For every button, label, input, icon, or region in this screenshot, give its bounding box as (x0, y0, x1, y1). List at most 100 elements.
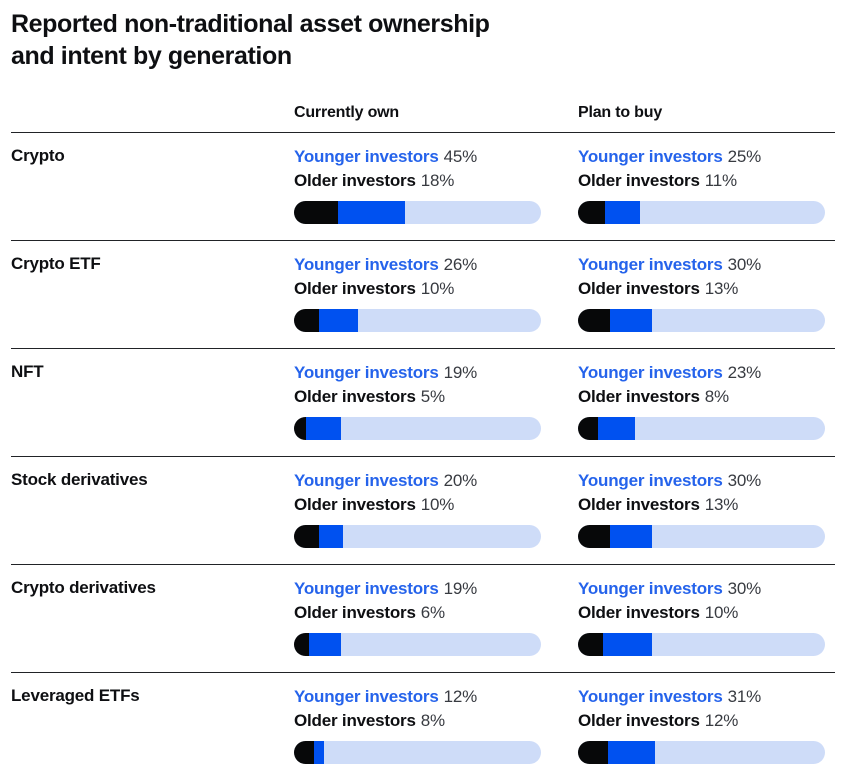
younger-investors-line: Younger investors 19% (294, 361, 541, 385)
ownership-bar (294, 633, 541, 656)
older-investors-value: 12% (704, 711, 739, 730)
younger-investors-line: Younger investors 23% (578, 361, 825, 385)
bar-older-segment (578, 741, 608, 764)
bar-younger-segment (602, 633, 653, 656)
younger-investors-line: Younger investors 19% (294, 577, 541, 601)
intent-bar (578, 201, 825, 224)
cell-plan-to-buy: Younger investors 30% Older investors 13% (578, 457, 825, 548)
table-row: Stock derivatives Younger investors 20% O… (11, 456, 835, 564)
intent-bar (578, 633, 825, 656)
cell-plan-to-buy: Younger investors 30% Older investors 13% (578, 241, 825, 332)
cell-plan-to-buy: Younger investors 25% Older investors 11% (578, 133, 825, 224)
younger-investors-label: Younger investors (578, 687, 723, 706)
table-row: Leveraged ETFs Younger investors 12% Olde… (11, 672, 835, 768)
bar-older-segment (578, 633, 603, 656)
bar-younger-segment (597, 417, 635, 440)
younger-investors-line: Younger investors 31% (578, 685, 825, 709)
older-investors-line: Older investors 13% (578, 277, 825, 301)
younger-investors-value: 25% (727, 147, 762, 166)
cell-currently-own: Younger investors 19% Older investors 5% (294, 349, 541, 440)
younger-investors-value: 19% (443, 363, 478, 382)
younger-investors-label: Younger investors (578, 471, 723, 490)
intent-bar (578, 309, 825, 332)
ownership-bar (294, 309, 541, 332)
bar-younger-segment (610, 525, 653, 548)
cell-plan-to-buy: Younger investors 23% Older investors 8% (578, 349, 825, 440)
bar-younger-segment (306, 417, 341, 440)
cell-currently-own: Younger investors 45% Older investors 18% (294, 133, 541, 224)
row-label: Leveraged ETFs (11, 686, 140, 705)
younger-investors-label: Younger investors (578, 579, 723, 598)
bar-younger-segment (318, 525, 344, 548)
bar-younger-segment (605, 201, 640, 224)
page-title-line2: and intent by generation (11, 42, 292, 70)
younger-investors-value: 31% (727, 687, 762, 706)
older-investors-label: Older investors (294, 603, 416, 622)
chart-rows: Crypto Younger investors 45% Older invest… (11, 132, 835, 768)
younger-investors-label: Younger investors (578, 255, 723, 274)
bar-older-segment (294, 417, 307, 440)
younger-investors-value: 30% (727, 579, 762, 598)
older-investors-value: 13% (704, 279, 739, 298)
younger-investors-label: Younger investors (294, 687, 439, 706)
older-investors-line: Older investors 6% (294, 601, 541, 625)
younger-investors-label: Younger investors (294, 255, 439, 274)
older-investors-line: Older investors 13% (578, 493, 825, 517)
ownership-bar (294, 201, 541, 224)
table-row: NFT Younger investors 19% Older investors… (11, 348, 835, 456)
page-title: Reported non-traditional asset ownership… (11, 8, 835, 72)
cell-currently-own: Younger investors 26% Older investors 10% (294, 241, 541, 332)
cell-currently-own: Younger investors 19% Older investors 6% (294, 565, 541, 656)
older-investors-value: 18% (420, 171, 455, 190)
older-investors-label: Older investors (578, 603, 700, 622)
row-label: Crypto (11, 146, 65, 165)
row-label: Crypto derivatives (11, 578, 156, 597)
older-investors-line: Older investors 12% (578, 709, 825, 733)
older-investors-label: Older investors (294, 495, 416, 514)
older-investors-line: Older investors 10% (578, 601, 825, 625)
intent-bar (578, 525, 825, 548)
older-investors-label: Older investors (578, 171, 700, 190)
table-row: Crypto derivatives Younger investors 19% … (11, 564, 835, 672)
bar-younger-segment (308, 633, 341, 656)
bar-older-segment (294, 633, 309, 656)
older-investors-value: 10% (420, 495, 455, 514)
younger-investors-value: 45% (443, 147, 478, 166)
younger-investors-line: Younger investors 45% (294, 145, 541, 169)
bar-older-segment (578, 417, 598, 440)
younger-investors-value: 23% (727, 363, 762, 382)
bar-younger-segment (607, 741, 655, 764)
bar-younger-segment (313, 741, 324, 764)
row-label: Stock derivatives (11, 470, 148, 489)
cell-plan-to-buy: Younger investors 30% Older investors 10% (578, 565, 825, 656)
column-header-currently-own: Currently own (294, 104, 399, 121)
older-investors-label: Older investors (294, 279, 416, 298)
younger-investors-label: Younger investors (578, 147, 723, 166)
bar-older-segment (294, 525, 319, 548)
bar-younger-segment (610, 309, 653, 332)
older-investors-value: 10% (704, 603, 739, 622)
bar-younger-segment (338, 201, 406, 224)
older-investors-value: 8% (704, 387, 729, 406)
page-title-line1: Reported non-traditional asset ownership (11, 10, 490, 38)
older-investors-value: 10% (420, 279, 455, 298)
bar-older-segment (294, 201, 339, 224)
intent-bar (578, 417, 825, 440)
bar-older-segment (294, 309, 319, 332)
older-investors-line: Older investors 10% (294, 277, 541, 301)
older-investors-label: Older investors (578, 495, 700, 514)
older-investors-value: 8% (420, 711, 445, 730)
younger-investors-value: 30% (727, 471, 762, 490)
younger-investors-line: Younger investors 30% (578, 469, 825, 493)
older-investors-label: Older investors (578, 387, 700, 406)
bar-older-segment (578, 525, 611, 548)
younger-investors-value: 30% (727, 255, 762, 274)
younger-investors-label: Younger investors (294, 579, 439, 598)
younger-investors-label: Younger investors (294, 471, 439, 490)
younger-investors-line: Younger investors 12% (294, 685, 541, 709)
column-header-plan-to-buy: Plan to buy (578, 104, 663, 121)
bar-younger-segment (318, 309, 359, 332)
older-investors-line: Older investors 8% (294, 709, 541, 733)
column-headers: Currently own Plan to buy (11, 103, 835, 132)
younger-investors-line: Younger investors 25% (578, 145, 825, 169)
